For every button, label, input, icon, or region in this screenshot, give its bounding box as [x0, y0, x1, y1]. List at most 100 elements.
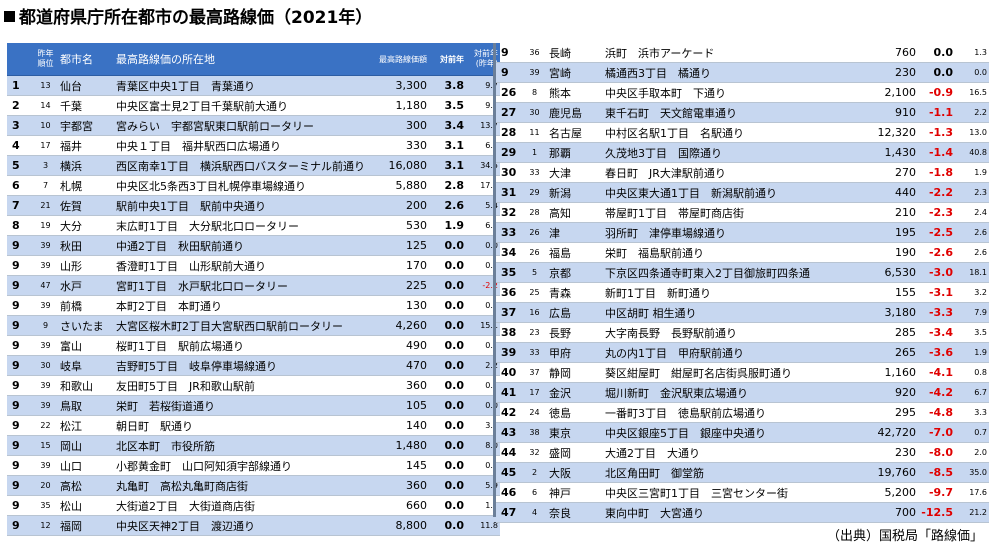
- price-cell: 700: [863, 502, 918, 523]
- price-cell: 3,180: [863, 302, 918, 323]
- prev-rank-cell: 39: [33, 455, 58, 476]
- rank-cell: 9: [496, 43, 522, 63]
- table-row: 40 37 静岡 葵区紺屋町 紺屋町名店街呉服町通り 1,160 -4.1 0.8: [496, 362, 989, 383]
- prev-rank-cell: 37: [522, 362, 547, 383]
- prev-rank-cell: 29: [522, 182, 547, 203]
- prev-rank-cell: 1: [522, 142, 547, 163]
- header-prev-rank: 昨年 順位: [33, 43, 58, 76]
- change-cell: 0.0: [429, 275, 466, 296]
- price-cell: 5,880: [374, 175, 429, 196]
- city-cell: 徳島: [547, 402, 603, 423]
- location-cell: 宮みらい 宇都宮駅東口駅前ロータリー: [114, 115, 374, 136]
- rank-cell: 9: [7, 315, 33, 336]
- rank-cell: 9: [7, 375, 33, 396]
- price-cell: 1,180: [374, 95, 429, 116]
- rank-cell: 5: [7, 155, 33, 176]
- location-cell: 一番町3丁目 徳島駅前広場通り: [603, 402, 863, 423]
- table-row: 3 10 宇都宮 宮みらい 宇都宮駅東口駅前ロータリー 300 3.4 13.7: [7, 115, 500, 136]
- change-pct-cell: 34.5: [466, 155, 500, 176]
- price-cell: 225: [374, 275, 429, 296]
- city-cell: 静岡: [547, 362, 603, 383]
- rank-cell: 42: [496, 402, 522, 423]
- table-row: 41 17 金沢 堀川新町 金沢駅東広場通り 920 -4.2 6.7: [496, 382, 989, 403]
- ranking-table-right: 9 36 長崎 浜町 浜市アーケード 760 0.0 1.3 9 39 宮崎 橘通西3丁目 橘通り 2…: [496, 43, 989, 523]
- prev-rank-cell: 28: [522, 202, 547, 223]
- table-row: 9 36 長崎 浜町 浜市アーケード 760 0.0 1.3: [496, 43, 989, 63]
- header-price: 最高路線価額: [374, 43, 429, 76]
- prev-rank-cell: 13: [33, 75, 58, 96]
- location-cell: 春日町 JR大津駅前通り: [603, 162, 863, 183]
- location-cell: 帯屋町1丁目 帯屋町商店街: [603, 202, 863, 223]
- location-cell: 北区角田町 御堂筋: [603, 462, 863, 483]
- table-row: 9 9 さいたま 大宮区桜木町2丁目大宮駅西口駅前ロータリー 4,260 0.0 15.1: [7, 315, 500, 336]
- change-pct-cell: 2.6: [955, 242, 989, 263]
- city-cell: 佐賀: [58, 195, 114, 216]
- table-row: 9 15 岡山 北区本町 市役所筋 1,480 0.0 8.0: [7, 435, 500, 456]
- table-row: 9 12 福岡 中央区天神2丁目 渡辺通り 8,800 0.0 11.8: [7, 515, 500, 536]
- change-pct-cell: 3.7: [466, 415, 500, 436]
- table-row: 9 39 山形 香澄町1丁目 山形駅前大通り 170 0.0 0.0: [7, 255, 500, 276]
- location-cell: 吉野町5丁目 岐阜停車場線通り: [114, 355, 374, 376]
- change-pct-cell: 18.1: [955, 262, 989, 283]
- rank-cell: 8: [7, 215, 33, 236]
- location-cell: 丸亀町 高松丸亀町商店街: [114, 475, 374, 496]
- table-row: 9 20 高松 丸亀町 高松丸亀町商店街 360 0.0 5.9: [7, 475, 500, 496]
- table-row: 26 8 熊本 中央区手取本町 下通り 2,100 -0.9 16.5: [496, 82, 989, 103]
- prev-rank-cell: 39: [522, 62, 547, 83]
- prev-rank-cell: 10: [33, 115, 58, 136]
- change-pct-cell: 40.8: [955, 142, 989, 163]
- price-cell: 530: [374, 215, 429, 236]
- rank-cell: 9: [7, 415, 33, 436]
- change-pct-cell: -2.2: [466, 275, 500, 296]
- city-cell: 仙台: [58, 75, 114, 96]
- change-cell: 0.0: [918, 43, 955, 63]
- rank-cell: 28: [496, 122, 522, 143]
- table-row: 38 23 長野 大字南長野 長野駅前通り 285 -3.4 3.5: [496, 322, 989, 343]
- change-pct-cell: 9.7: [466, 75, 500, 96]
- table-row: 43 38 東京 中央区銀座5丁目 銀座中央通り 42,720 -7.0 0.7: [496, 422, 989, 443]
- city-cell: 金沢: [547, 382, 603, 403]
- price-cell: 105: [374, 395, 429, 416]
- city-cell: 山口: [58, 455, 114, 476]
- rank-cell: 44: [496, 442, 522, 463]
- rank-cell: 31: [496, 182, 522, 203]
- change-cell: -4.1: [918, 362, 955, 383]
- change-pct-cell: 0.0: [466, 335, 500, 356]
- prev-rank-cell: 19: [33, 215, 58, 236]
- table-row: 44 32 盛岡 大通2丁目 大通り 230 -8.0 2.0: [496, 442, 989, 463]
- price-cell: 5,200: [863, 482, 918, 503]
- city-cell: 鳥取: [58, 395, 114, 416]
- change-cell: -9.7: [918, 482, 955, 503]
- rank-cell: 26: [496, 82, 522, 103]
- table-row: 9 39 和歌山 友田町5丁目 JR和歌山駅前 360 0.0 0.0: [7, 375, 500, 396]
- change-cell: -7.0: [918, 422, 955, 443]
- rank-cell: 9: [7, 275, 33, 296]
- city-cell: 甲府: [547, 342, 603, 363]
- change-cell: 0.0: [429, 295, 466, 316]
- rank-cell: 9: [7, 435, 33, 456]
- table-row: 36 25 青森 新町1丁目 新町通り 155 -3.1 3.2: [496, 282, 989, 303]
- prev-rank-cell: 26: [522, 242, 547, 263]
- table-row: 27 30 鹿児島 東千石町 天文館電車通り 910 -1.1 2.2: [496, 102, 989, 123]
- prev-rank-cell: 39: [33, 295, 58, 316]
- city-cell: 神戸: [547, 482, 603, 503]
- location-cell: 中央区富士見2丁目千葉駅前大通り: [114, 95, 374, 116]
- prev-rank-cell: 17: [33, 135, 58, 156]
- rank-cell: 46: [496, 482, 522, 503]
- price-cell: 200: [374, 195, 429, 216]
- change-pct-cell: 0.8: [955, 362, 989, 383]
- change-cell: -0.9: [918, 82, 955, 103]
- change-pct-cell: 17.6: [955, 482, 989, 503]
- change-cell: 0.0: [918, 62, 955, 83]
- change-pct-cell: 2.2: [466, 355, 500, 376]
- change-pct-cell: 2.2: [955, 102, 989, 123]
- city-cell: 水戸: [58, 275, 114, 296]
- location-cell: 葵区紺屋町 紺屋町名店街呉服町通り: [603, 362, 863, 383]
- change-cell: -2.2: [918, 182, 955, 203]
- price-cell: 170: [374, 255, 429, 276]
- table-row: 9 30 岐阜 吉野町5丁目 岐阜停車場線通り 470 0.0 2.2: [7, 355, 500, 376]
- table-row: 9 39 前橋 本町2丁目 本町通り 130 0.0 0.0: [7, 295, 500, 316]
- rank-cell: 9: [7, 295, 33, 316]
- change-pct-cell: 2.0: [955, 442, 989, 463]
- price-cell: 19,760: [863, 462, 918, 483]
